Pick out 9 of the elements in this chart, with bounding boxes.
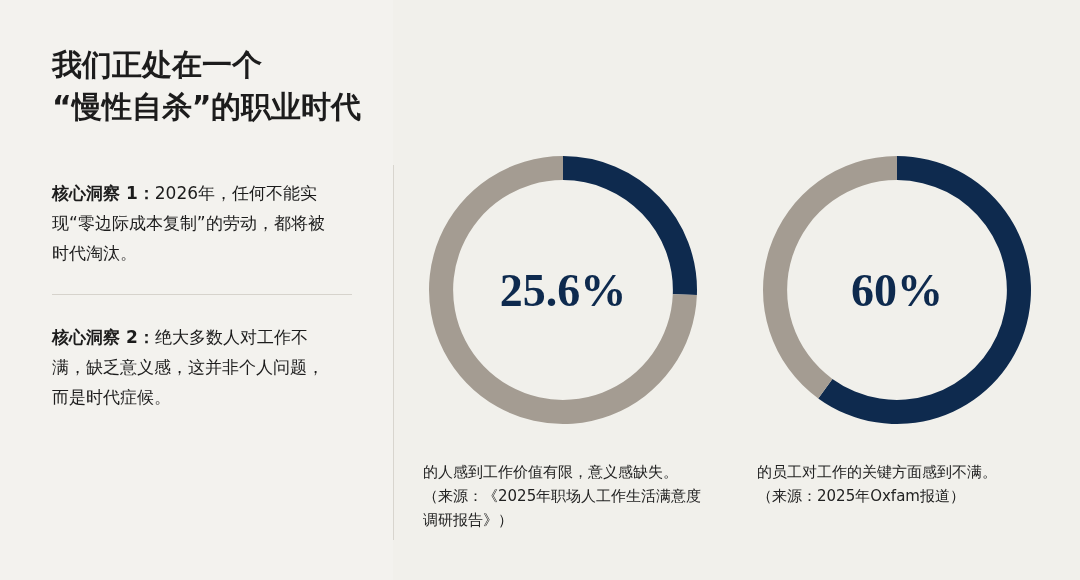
text: 的人感到工作价值有限，意义感缺失。 xyxy=(423,462,679,483)
text: 我们正处在一个 “慢性自杀”的职业时代 xyxy=(52,46,362,126)
text: （来源：《2025年职场人工作生活满意度调研报告》） xyxy=(423,486,703,531)
text: （来源：2025年Oxfam报道） xyxy=(757,486,966,507)
text: 核心洞察 1： xyxy=(52,183,155,203)
text: 25.6% xyxy=(499,264,627,316)
text: 核心洞察 2： xyxy=(52,327,155,347)
text: 的员工对工作的关键方面感到不满。 xyxy=(757,462,998,483)
text: 60% xyxy=(851,264,943,316)
